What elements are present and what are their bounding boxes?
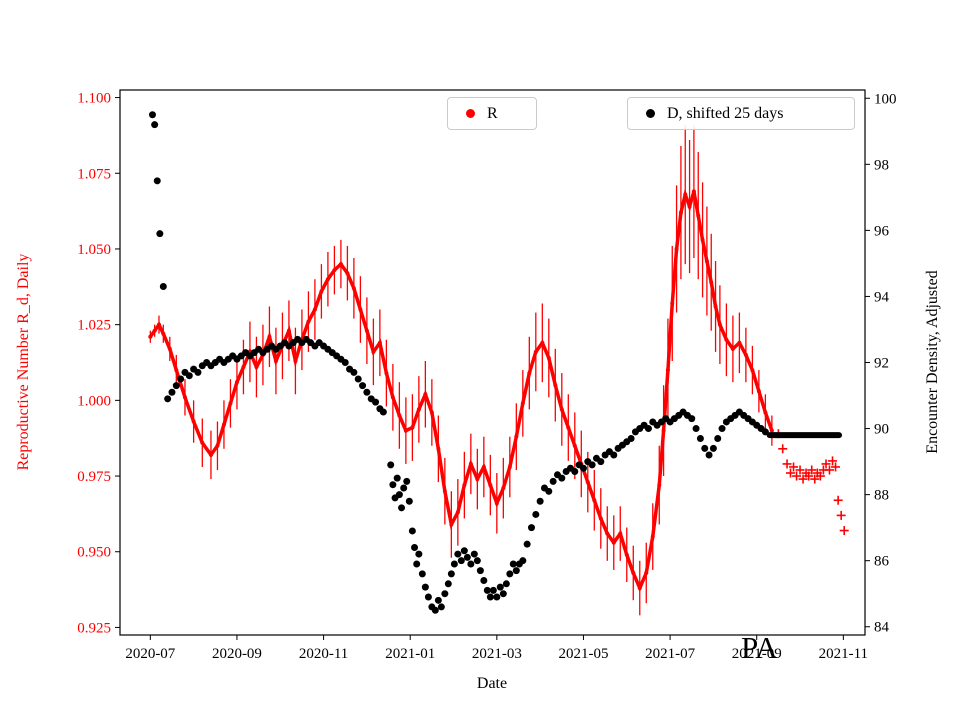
svg-text:1.000: 1.000: [77, 393, 111, 409]
svg-text:92: 92: [874, 356, 889, 372]
svg-text:90: 90: [874, 422, 889, 438]
svg-text:98: 98: [874, 157, 889, 173]
legend-r-marker-icon: [466, 109, 475, 118]
svg-text:2020-09: 2020-09: [212, 646, 262, 662]
svg-text:2021-07: 2021-07: [645, 646, 695, 662]
svg-text:84: 84: [874, 620, 890, 636]
svg-text:0.925: 0.925: [77, 620, 111, 636]
svg-text:1.100: 1.100: [77, 91, 111, 107]
svg-text:88: 88: [874, 488, 889, 504]
svg-text:86: 86: [874, 554, 890, 570]
svg-text:1.075: 1.075: [77, 166, 111, 182]
svg-text:100: 100: [874, 91, 897, 107]
svg-text:2021-03: 2021-03: [472, 646, 522, 662]
legend-d: D, shifted 25 days: [627, 97, 855, 130]
left-axis-label: Reproductive Number R_d, Daily: [15, 253, 32, 471]
svg-text:1.025: 1.025: [77, 318, 111, 334]
svg-text:2021-01: 2021-01: [385, 646, 435, 662]
legend-r-label: R: [487, 104, 498, 122]
svg-text:96: 96: [874, 223, 890, 239]
svg-text:0.975: 0.975: [77, 469, 111, 485]
x-axis-label: Date: [476, 675, 508, 692]
svg-text:2020-11: 2020-11: [299, 646, 348, 662]
right-axis-label: Encounter Density, Adjusted: [924, 270, 941, 454]
svg-text:1.050: 1.050: [77, 242, 111, 258]
svg-text:2021-09: 2021-09: [732, 646, 782, 662]
legend-r: R: [447, 97, 537, 130]
legend-d-marker-icon: [646, 109, 655, 118]
svg-text:94: 94: [874, 289, 890, 305]
state-annotation: PA: [741, 630, 778, 665]
svg-text:0.950: 0.950: [77, 545, 111, 561]
svg-text:2021-11: 2021-11: [819, 646, 868, 662]
svg-text:2020-07: 2020-07: [125, 646, 175, 662]
svg-text:2021-05: 2021-05: [558, 646, 608, 662]
legend-d-label: D, shifted 25 days: [667, 104, 784, 122]
